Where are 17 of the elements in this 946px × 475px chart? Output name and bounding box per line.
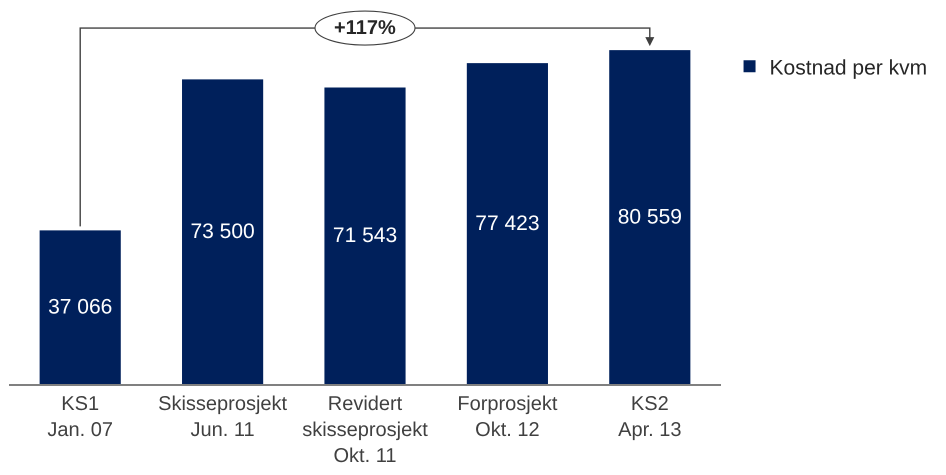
bar [324,87,406,384]
data-label: 73 500 [190,220,255,244]
legend-label: Kostnad per kvm [770,56,928,80]
data-label: 80 559 [618,206,682,229]
data-label: 71 543 [332,224,398,248]
bar [466,63,548,384]
x-tick-label: KS2 Apr. 13 [618,392,682,441]
x-tick-label: Skisseprosjekt Jun. 11 [158,392,288,441]
bar [609,50,690,384]
x-tick-label: Revidert skisseprosjekt Okt. 11 [302,392,428,467]
data-label: 37 066 [48,296,112,319]
text: +117% [334,17,396,39]
data-label: 77 423 [475,212,540,236]
x-tick-label: Forprosjekt Okt. 12 [457,392,558,441]
bar [40,230,121,384]
bar [182,79,264,384]
x-tick-label: KS1 Jan. 07 [47,392,114,441]
